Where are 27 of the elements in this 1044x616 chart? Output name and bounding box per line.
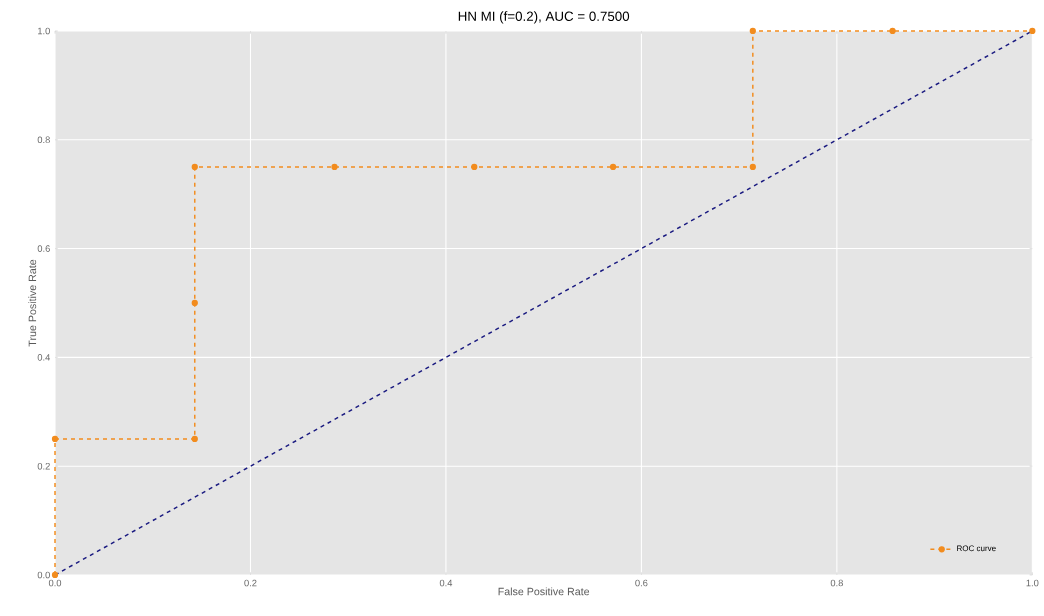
x-tick-label: 1.0 [1026,579,1039,587]
point [749,27,756,35]
x-tick-label: 0.4 [439,579,453,587]
x-tick-label: 0.8 [830,579,843,587]
y-tick-label: 0.6 [37,245,50,252]
legend-label: ROC curve [957,545,996,552]
point [191,435,198,443]
y-axis-title: True Positive Rate [28,259,37,347]
point [331,163,338,171]
x-tick-label: 0.6 [635,579,648,587]
point [749,163,756,171]
point [471,163,478,171]
point [1029,27,1036,35]
point [889,27,896,35]
x-tick-label: 0.0 [48,579,62,587]
point [191,299,198,307]
point [191,163,198,171]
point [609,163,617,171]
y-tick-label: 0.0 [37,571,50,579]
point [51,435,59,443]
y-tick-label: 0.8 [37,136,50,144]
y-tick-label: 0.4 [37,354,51,361]
x-axis-title: False Positive Rate [498,587,590,596]
chart-title: HN MI (f=0.2), AUC = 0.7500 [458,11,630,24]
y-tick-label: 1.0 [38,27,50,35]
y-tick-label: 0.2 [37,462,50,470]
x-tick-label: 0.2 [244,579,257,587]
